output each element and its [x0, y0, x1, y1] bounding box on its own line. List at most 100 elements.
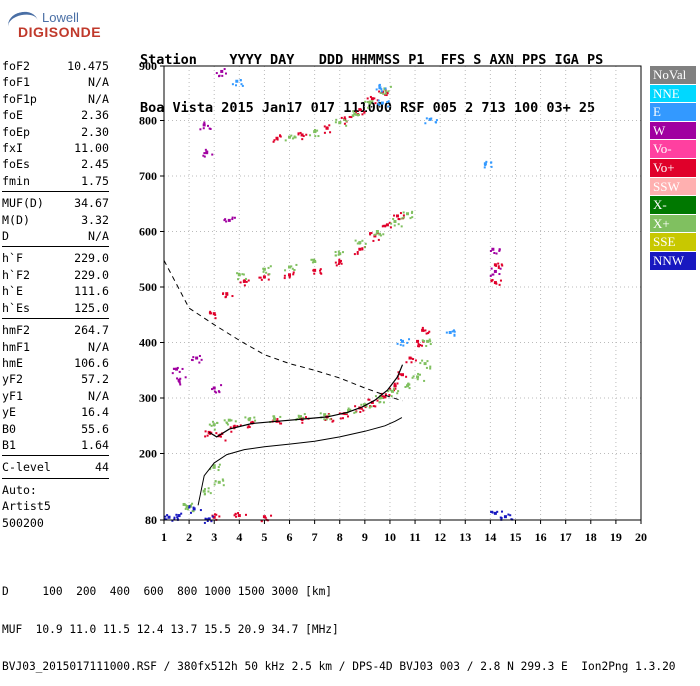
- param-value: 34.67: [74, 196, 109, 211]
- param-name: D: [2, 229, 9, 244]
- echo-dot: [203, 521, 206, 524]
- echo-point: [195, 356, 199, 360]
- echo-dot: [217, 466, 220, 469]
- y-tick-label: 700: [139, 169, 157, 183]
- echo-point: [338, 252, 342, 256]
- param-name: yF1: [2, 388, 23, 403]
- echo-dot: [316, 129, 319, 132]
- echo-dot: [249, 417, 252, 420]
- echo-dot: [188, 506, 191, 509]
- echo-dot: [314, 135, 317, 138]
- echo-dot: [236, 425, 239, 428]
- echo-dot: [354, 239, 357, 242]
- echo-dot: [217, 390, 220, 393]
- echo-dot: [369, 95, 372, 98]
- echo-dot: [498, 283, 501, 286]
- param-value: 2.36: [81, 108, 109, 123]
- echo-point: [300, 133, 304, 137]
- software-line: Auto:: [2, 482, 37, 497]
- echo-dot: [355, 113, 358, 116]
- echo-dot: [319, 271, 322, 274]
- echo-dot: [393, 224, 396, 227]
- echo-dot: [178, 370, 181, 373]
- echo-dot: [239, 281, 242, 284]
- param-row: fmin 1.75: [2, 173, 109, 189]
- echo-dot: [279, 415, 282, 418]
- echo-dot: [236, 272, 239, 275]
- echo-dot: [313, 272, 316, 275]
- legend-item: E: [650, 103, 696, 121]
- echo-dot: [372, 405, 375, 408]
- echo-dot: [343, 122, 346, 125]
- echo-dot: [279, 135, 282, 138]
- param-value: 16.4: [81, 405, 109, 420]
- echo-dot: [491, 278, 494, 281]
- echo-dot: [231, 216, 234, 219]
- param-name: foEp: [2, 124, 30, 139]
- echo-dot: [428, 338, 431, 341]
- echo-dot: [384, 90, 387, 93]
- echo-dot: [425, 344, 428, 347]
- echo-dot: [325, 418, 328, 421]
- param-separator: [2, 318, 109, 320]
- echo-dot: [294, 136, 297, 139]
- echo-dot: [397, 390, 400, 393]
- echo-dot: [353, 253, 356, 256]
- echo-dot: [243, 284, 246, 287]
- echo-dot: [207, 487, 210, 490]
- param-name: foE: [2, 108, 23, 123]
- echo-dot: [269, 265, 272, 268]
- echo-dot: [297, 132, 300, 135]
- electron-density-profile: [197, 417, 403, 506]
- echo-dot: [223, 419, 226, 422]
- echo-dot: [411, 376, 414, 379]
- echo-dot: [199, 509, 202, 512]
- echo-point: [227, 218, 231, 222]
- echo-dot: [489, 274, 492, 277]
- echo-dot: [363, 246, 366, 249]
- echo-dot: [245, 280, 248, 283]
- echo-dot: [240, 83, 243, 86]
- echo-point: [212, 423, 216, 427]
- echo-dot: [185, 505, 188, 508]
- echo-dot: [402, 216, 405, 219]
- param-name: foF1: [2, 75, 30, 90]
- echo-dot: [343, 118, 346, 121]
- echo-point: [167, 515, 171, 519]
- echo-dot: [426, 360, 429, 363]
- echo-dot: [417, 345, 420, 348]
- param-value: 2.30: [81, 124, 109, 139]
- echo-dot: [186, 508, 189, 511]
- echo-dot: [270, 514, 273, 517]
- echo-dot: [418, 373, 421, 376]
- echo-point: [288, 273, 292, 277]
- echo-dot: [217, 469, 220, 472]
- echo-dot: [384, 93, 387, 96]
- echo-dot: [284, 269, 287, 272]
- param-value: 2.45: [81, 157, 109, 172]
- echo-dot: [164, 515, 167, 518]
- param-name: fxI: [2, 141, 23, 156]
- echo-dot: [314, 260, 317, 263]
- echo-dot: [179, 377, 182, 380]
- echo-dot: [501, 264, 504, 267]
- echo-dot: [215, 391, 218, 394]
- echo-dot: [204, 148, 207, 151]
- echo-dot: [354, 405, 357, 408]
- echo-dot: [302, 416, 305, 419]
- echo-dot: [215, 432, 218, 435]
- echo-dot: [172, 367, 175, 370]
- param-row: hmF1 N/A: [2, 339, 109, 355]
- param-value: 111.6: [74, 284, 109, 299]
- echo-dot: [297, 133, 300, 136]
- echo-dot: [317, 135, 320, 138]
- echo-dot: [211, 153, 214, 156]
- echo-dot: [393, 382, 396, 385]
- echo-dot: [347, 407, 350, 410]
- echo-dot: [192, 506, 195, 509]
- echo-dot: [498, 249, 501, 252]
- echo-dot: [272, 140, 275, 143]
- echo-dot: [323, 131, 326, 134]
- echo-dot: [199, 128, 202, 131]
- echo-dot: [363, 111, 366, 114]
